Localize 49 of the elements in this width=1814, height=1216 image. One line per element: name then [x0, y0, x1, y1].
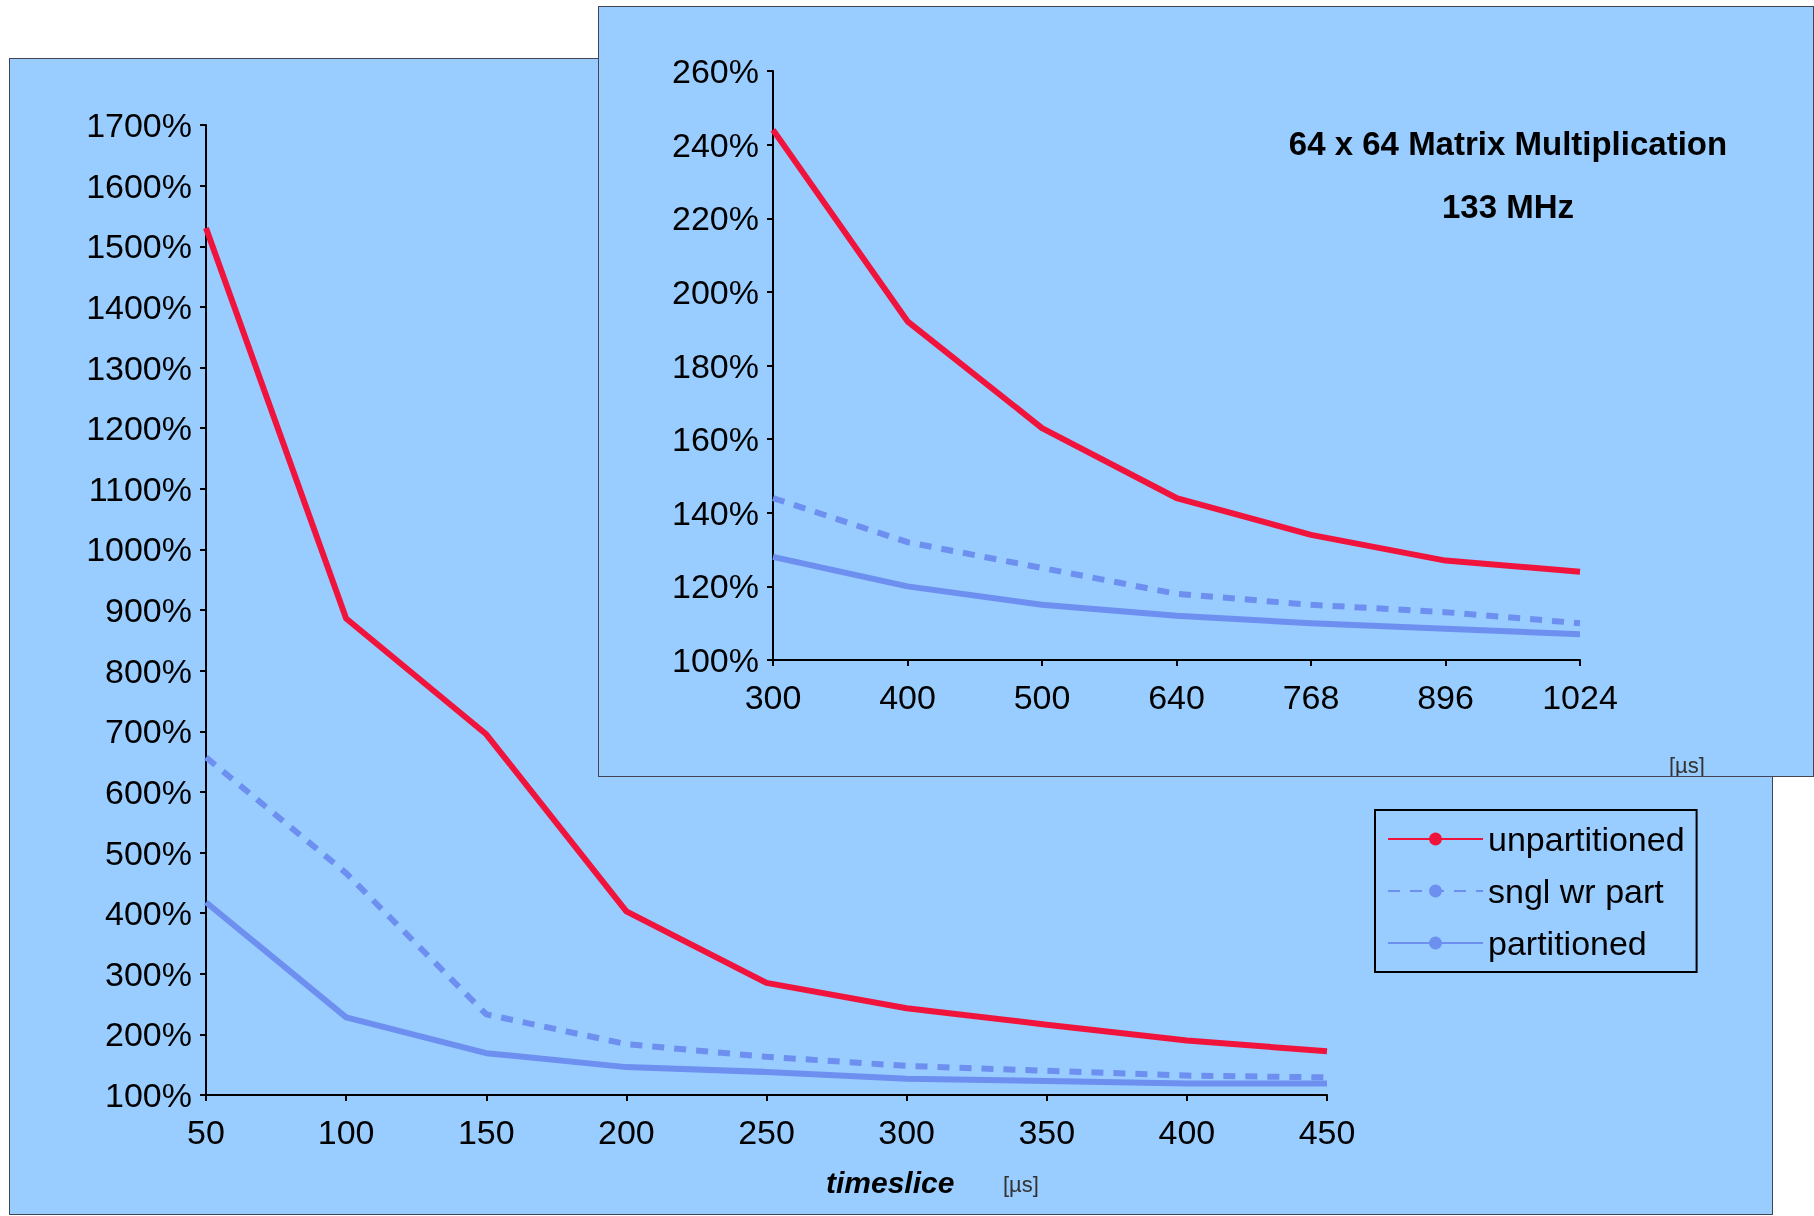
y-tick-label: 1100% [88, 469, 192, 508]
y-tick-label: 140% [672, 493, 759, 532]
x-tick-label: 300 [744, 678, 802, 716]
y-tick-label: 800% [105, 651, 192, 690]
text: [µs] [1003, 1171, 1039, 1197]
x-tick-label: 150 [457, 1113, 515, 1151]
x-tick-label: 50 [187, 1113, 225, 1151]
legend-label: partitioned [1488, 924, 1647, 962]
x-tick-label: 450 [1298, 1113, 1356, 1151]
y-tick-label: 1600% [86, 166, 192, 205]
legend-label: sngl wr part [1488, 872, 1665, 910]
y-tick-label: 1300% [86, 348, 192, 387]
y-tick-label: 1200% [86, 409, 192, 448]
y-tick-label: 240% [672, 125, 759, 164]
x-tick-label: 768 [1282, 678, 1340, 716]
y-tick-label: 120% [672, 567, 759, 606]
y-tick-label: 1700% [86, 106, 192, 144]
text: 133 MHz [1441, 188, 1575, 225]
y-tick-label: 1500% [86, 227, 192, 266]
y-tick-label: 100% [105, 1076, 192, 1114]
y-tick-label: 900% [105, 591, 192, 629]
x-tick-label: 250 [738, 1113, 795, 1151]
y-tick-label: 300% [105, 954, 192, 993]
y-tick-label: 500% [105, 833, 192, 872]
y-tick-label: 700% [105, 712, 192, 751]
x-tick-label: 400 [879, 678, 936, 716]
x-tick-label: 350 [1018, 1113, 1076, 1151]
y-tick-label: 1400% [86, 287, 192, 326]
x-tick-label: 896 [1417, 678, 1474, 716]
y-tick-label: 220% [672, 199, 759, 238]
y-tick-label: 100% [672, 641, 759, 679]
x-axis-title: timeslice [826, 1165, 955, 1199]
y-tick-label: 1000% [86, 530, 192, 569]
y-tick-label: 400% [105, 894, 192, 933]
x-tick-label: 400 [1158, 1113, 1216, 1151]
x-tick-label: 1024 [1542, 678, 1618, 716]
y-tick-label: 260% [672, 52, 759, 90]
y-tick-label: 160% [672, 420, 759, 459]
x-tick-label: 100 [317, 1113, 375, 1151]
x-tick-label: 300 [878, 1113, 935, 1151]
legend-label: unpartitioned [1488, 820, 1685, 858]
x-tick-label: 200 [598, 1113, 655, 1151]
y-tick-label: 200% [672, 272, 759, 311]
x-tick-label: 500 [1013, 678, 1071, 716]
x-tick-label: 640 [1148, 678, 1205, 716]
y-tick-label: 180% [672, 346, 759, 385]
y-tick-label: 200% [105, 1015, 192, 1054]
y-tick-label: 600% [105, 772, 192, 811]
text: 64 x 64 Matrix Multiplication [1288, 125, 1728, 162]
